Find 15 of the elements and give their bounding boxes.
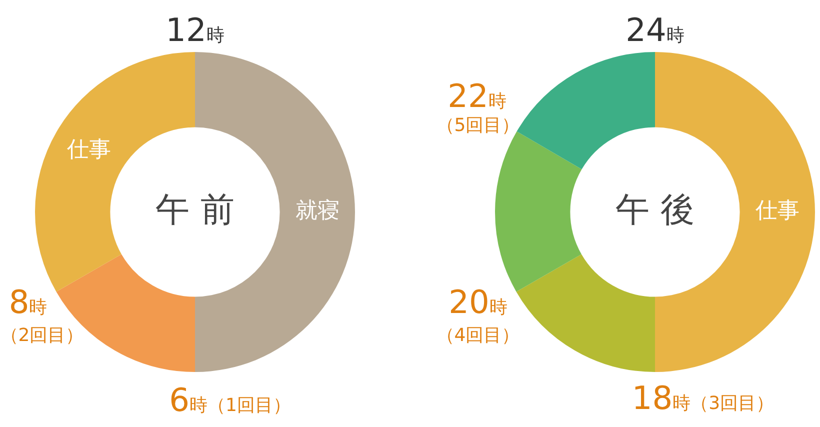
text: （4回目） bbox=[436, 325, 520, 346]
text: 6時（1回目） bbox=[169, 381, 291, 419]
text: 18時（3回目） bbox=[632, 379, 774, 417]
slice-label: 就寝 bbox=[295, 198, 340, 224]
text: 午 後 bbox=[616, 190, 694, 230]
text: 22時 bbox=[448, 77, 506, 115]
text: 8時 bbox=[8, 283, 48, 321]
text: （2回目） bbox=[0, 325, 84, 346]
slice-label: 仕事 bbox=[754, 198, 800, 224]
slice-label: 仕事 bbox=[66, 137, 112, 162]
text: 午 前 bbox=[156, 190, 234, 230]
text: 20時 bbox=[448, 283, 508, 321]
text: 24時 bbox=[626, 11, 684, 49]
text: 12時 bbox=[166, 11, 224, 49]
text: （5回目） bbox=[436, 115, 520, 136]
